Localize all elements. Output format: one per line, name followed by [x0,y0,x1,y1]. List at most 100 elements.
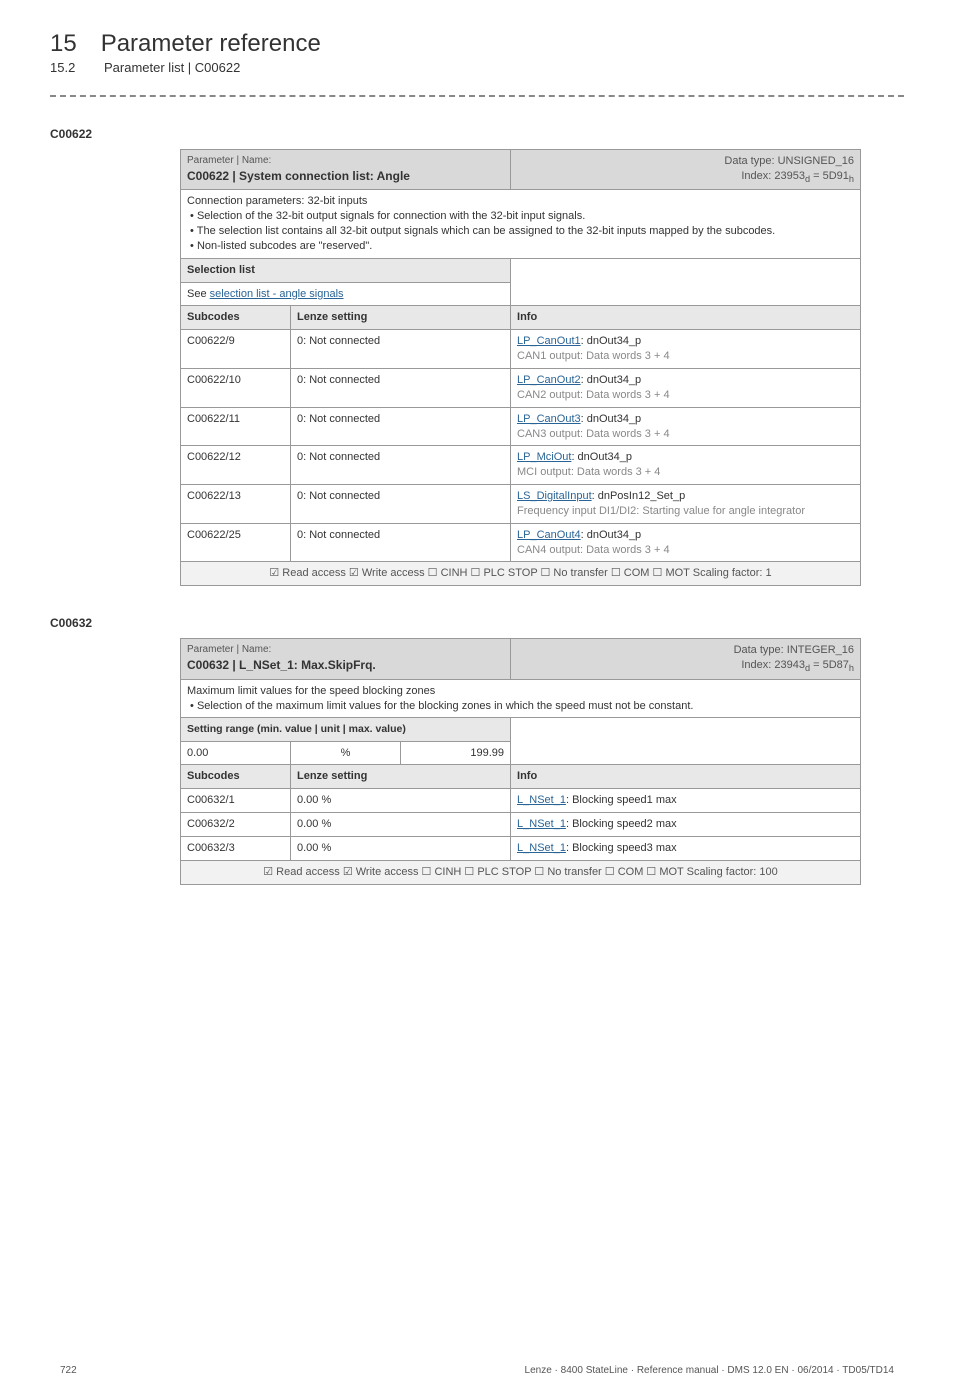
info-rest: : Blocking speed3 max [566,842,677,854]
index-eq: = 5D91 [810,170,849,182]
table-row: C00632/3 0.00 % L_NSet_1: Blocking speed… [181,836,861,860]
param-id: C00632 [50,616,904,630]
info: LP_CanOut4: dnOut34_pCAN4 output: Data w… [511,523,861,562]
access-footer: ☑ Read access ☑ Write access ☐ CINH ☐ PL… [181,860,861,884]
info-link[interactable]: L_NSet_1 [517,794,566,806]
param-id: C00622 [50,127,904,141]
info-link[interactable]: LP_CanOut1 [517,335,581,347]
range-label: Setting range (min. value | unit | max. … [181,718,511,741]
setting: 0: Not connected [291,369,511,408]
info-line2: Frequency input DI1/DI2: Starting value … [517,505,805,517]
index: Index: 23953 [741,170,805,182]
info: LP_CanOut2: dnOut34_p CAN2 output: Data w… [511,369,861,408]
name-label: Parameter | Name: [187,643,504,657]
divider [50,95,904,97]
info: LP_CanOut1: dnOut34_p CAN1 output: Data w… [511,330,861,369]
col-info: Info [511,765,861,789]
info: L_NSet_1: Blocking speed1 max [511,789,861,813]
setting: 0: Not connected [291,485,511,524]
info-link[interactable]: L_NSet_1 [517,842,566,854]
col-lenze: Lenze setting [291,306,511,330]
setting: 0: Not connected [291,446,511,485]
info-link[interactable]: LP_CanOut2 [517,374,581,386]
index-eq: = 5D87 [810,659,849,671]
table-row: C00622/11 0: Not connected LP_CanOut3: d… [181,407,861,446]
info-rest: : Blocking speed1 max [566,794,677,806]
info-line2: CAN2 output: Data words 3 + 4 [517,389,670,401]
setting: 0: Not connected [291,407,511,446]
info-line2: MCI output: Data words 3 + 4 [517,466,660,478]
datatype: Data type: INTEGER_16 [734,644,854,656]
col-info: Info [511,306,861,330]
desc-bullet: Selection of the maximum limit values fo… [197,700,693,712]
col-lenze: Lenze setting [291,765,511,789]
col-subcodes: Subcodes [181,306,291,330]
index: Index: 23943 [741,659,805,671]
range-unit: % [291,741,401,765]
index-sub-h: h [849,663,854,673]
param-table-c00632: Parameter | Name: C00632 | L_NSet_1: Max… [180,638,861,884]
description: Maximum limit values for the speed block… [181,679,861,718]
setting: 0.00 % [291,836,511,860]
index-sub-h: h [849,174,854,184]
info-link[interactable]: L_NSet_1 [517,818,566,830]
chapter-number: 15 [50,30,77,58]
info: LP_MciOut: dnOut34_pMCI output: Data wor… [511,446,861,485]
range-min: 0.00 [181,741,291,765]
desc-line: Maximum limit values for the speed block… [187,685,435,697]
param-table-c00622: Parameter | Name: C00622 | System connec… [180,149,861,586]
subcode: C00622/11 [181,407,291,446]
subcode: C00632/2 [181,813,291,837]
col-subcodes: Subcodes [181,765,291,789]
table-row: C00622/13 0: Not connected LS_DigitalInp… [181,485,861,524]
access-footer: ☑ Read access ☑ Write access ☐ CINH ☐ PL… [181,562,861,586]
info-rest: : dnOut34_p [581,374,642,386]
table-row: C00632/2 0.00 % L_NSet_1: Blocking speed… [181,813,861,837]
section-text: Parameter list | C00622 [104,60,240,75]
info-link[interactable]: LP_CanOut3 [517,413,581,425]
name-label: Parameter | Name: [187,154,504,168]
param-name: C00622 | System connection list: Angle [187,168,504,184]
info-link[interactable]: LP_CanOut4 [517,529,581,541]
table-row: C00622/9 0: Not connected LP_CanOut1: dn… [181,330,861,369]
info: LP_CanOut3: dnOut34_pCAN3 output: Data w… [511,407,861,446]
table-row: C00622/10 0: Not connected LP_CanOut2: d… [181,369,861,408]
range-max: 199.99 [401,741,511,765]
info-rest: : dnPosIn12_Set_p [592,490,686,502]
see-link-cell: See selection list - angle signals [181,282,511,306]
table-row: C00622/12 0: Not connected LP_MciOut: dn… [181,446,861,485]
setting: 0: Not connected [291,523,511,562]
subcode: C00622/9 [181,330,291,369]
desc-bullet: Non-listed subcodes are "reserved". [197,240,372,252]
table-row: C00622/25 0: Not connected LP_CanOut4: d… [181,523,861,562]
selection-list-label: Selection list [181,258,511,282]
selection-list-link[interactable]: selection list - angle signals [210,288,344,300]
setting: 0.00 % [291,789,511,813]
info: L_NSet_1: Blocking speed2 max [511,813,861,837]
info-link[interactable]: LP_MciOut [517,451,571,463]
subcode: C00622/13 [181,485,291,524]
chapter-title: Parameter reference [101,30,321,58]
subcode: C00622/25 [181,523,291,562]
desc-bullet: Selection of the 32-bit output signals f… [197,210,585,222]
param-name: C00632 | L_NSet_1: Max.SkipFrq. [187,657,504,673]
setting: 0: Not connected [291,330,511,369]
info-link[interactable]: LS_DigitalInput [517,490,592,502]
subcode: C00632/3 [181,836,291,860]
subcode: C00632/1 [181,789,291,813]
info-line2: CAN1 output: Data words 3 + 4 [517,350,670,362]
table-row: C00632/1 0.00 % L_NSet_1: Blocking speed… [181,789,861,813]
subcode: C00622/12 [181,446,291,485]
info-rest: : dnOut34_p [581,335,642,347]
footer-text: Lenze · 8400 StateLine · Reference manua… [525,1365,894,1376]
setting: 0.00 % [291,813,511,837]
desc-bullet: The selection list contains all 32-bit o… [197,225,775,237]
info: L_NSet_1: Blocking speed3 max [511,836,861,860]
description: Connection parameters: 32-bit inputs • S… [181,190,861,258]
info-line2: CAN4 output: Data words 3 + 4 [517,544,670,556]
datatype: Data type: UNSIGNED_16 [724,155,854,167]
section-number: 15.2 [50,60,80,75]
info: LS_DigitalInput: dnPosIn12_Set_p Frequenc… [511,485,861,524]
desc-line: Connection parameters: 32-bit inputs [187,195,367,207]
info-line2: CAN3 output: Data words 3 + 4 [517,428,670,440]
